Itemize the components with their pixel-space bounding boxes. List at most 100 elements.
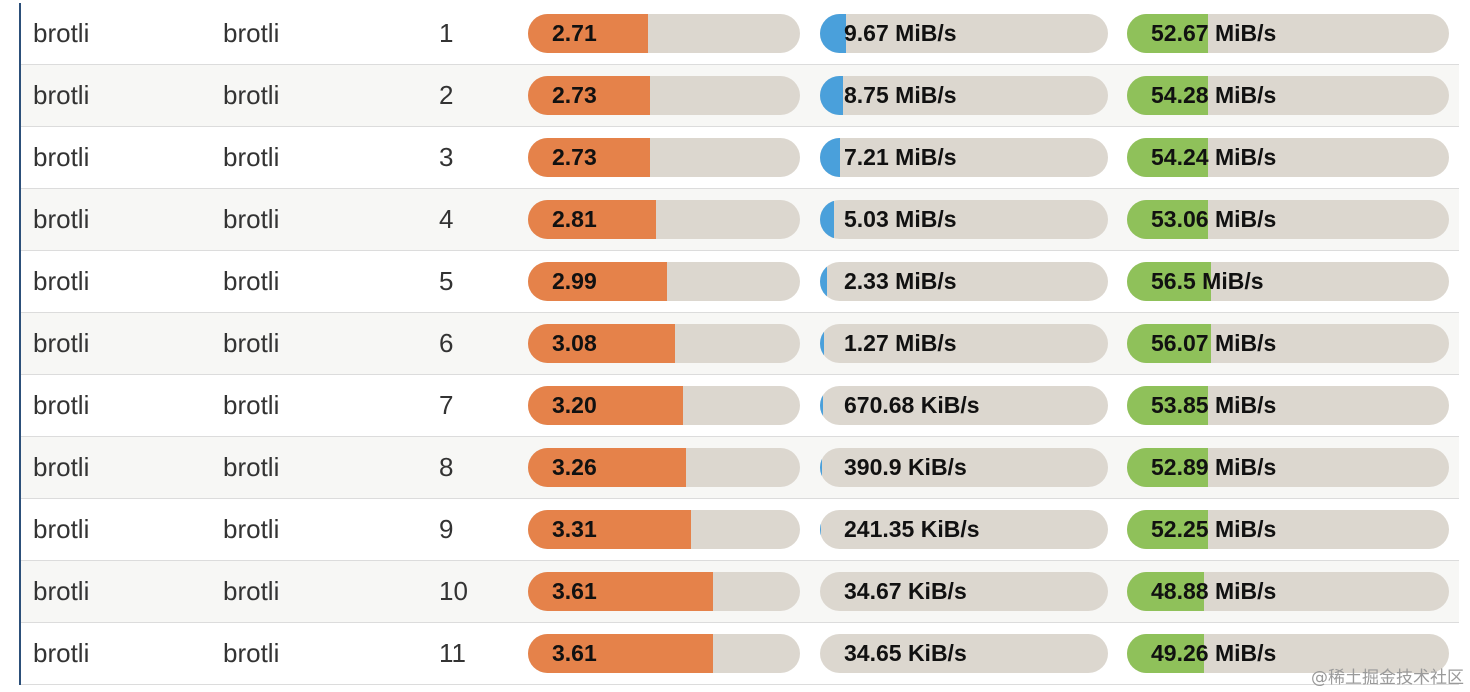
compress-speed-bar-value: 2.33 MiB/s (844, 268, 957, 294)
decompress-speed-bar-fill (1127, 634, 1205, 673)
decompress-speed-bar: 53.06 MiB/s (1127, 200, 1449, 239)
level-cell: 6 (439, 328, 454, 358)
algorithm-cell: brotli (223, 328, 280, 358)
decompress-speed-bar-value: 56.5 MiB/s (1151, 268, 1264, 294)
ratio-bar-value: 3.08 (552, 330, 597, 356)
level-cell: 3 (439, 142, 454, 172)
compress-speed-bar-value: 670.68 KiB/s (844, 392, 980, 418)
decompress-speed-bar: 54.28 MiB/s (1127, 76, 1449, 115)
ratio-bar: 2.73 (528, 138, 800, 177)
ratio-bar-value: 3.61 (552, 640, 597, 666)
decompress-speed-bar: 56.07 MiB/s (1127, 324, 1449, 363)
ratio-bar: 3.26 (528, 448, 800, 487)
library-cell: brotli (33, 328, 90, 358)
watermark: @稀土掘金技术社区 (1311, 668, 1464, 688)
compress-speed-bar-value: 8.75 MiB/s (844, 82, 957, 108)
compress-speed-bar-fill (820, 386, 823, 425)
algorithm-cell: brotli (223, 452, 280, 482)
decompress-speed-bar: 56.5 MiB/s (1127, 262, 1449, 301)
compress-speed-bar-value: 34.65 KiB/s (844, 640, 967, 666)
table-row: brotli brotli 9 3.31 241.35 KiB/s 52.25 MiB/s (21, 499, 1459, 561)
compress-speed-bar-fill (820, 448, 822, 487)
compress-speed-bar: 34.67 KiB/s (820, 572, 1108, 611)
ratio-bar-fill (528, 324, 675, 363)
table-row: brotli brotli 1 2.71 9.67 MiB/s 52.67 MiB/s (21, 3, 1459, 65)
compress-speed-bar-value: 241.35 KiB/s (844, 516, 980, 542)
compress-speed-bar: 241.35 KiB/s (820, 510, 1108, 549)
algorithm-cell: brotli (223, 390, 280, 420)
decompress-speed-bar: 48.88 MiB/s (1127, 572, 1449, 611)
table-row: brotli brotli 2 2.73 8.75 MiB/s 54.28 MiB/s (21, 65, 1459, 127)
library-cell: brotli (33, 390, 90, 420)
ratio-bar-fill (528, 448, 686, 487)
compress-speed-bar: 9.67 MiB/s (820, 14, 1108, 53)
ratio-bar: 3.20 (528, 386, 800, 425)
compress-speed-bar: 7.21 MiB/s (820, 138, 1108, 177)
compress-speed-bar: 8.75 MiB/s (820, 76, 1108, 115)
ratio-bar-fill (528, 634, 713, 673)
benchmark-table: brotli brotli 1 2.71 9.67 MiB/s 52.67 MiB/s br… (19, 3, 1459, 685)
ratio-bar-fill (528, 138, 651, 177)
level-cell: 5 (439, 266, 454, 296)
ratio-bar-value: 3.61 (552, 578, 597, 604)
decompress-speed-bar-fill (1127, 76, 1208, 115)
decompress-speed-bar-value: 52.89 MiB/s (1151, 454, 1277, 480)
compress-speed-bar-value: 5.03 MiB/s (844, 206, 957, 232)
decompress-speed-bar-value: 54.28 MiB/s (1151, 82, 1277, 108)
decompress-speed-bar-fill (1127, 200, 1208, 239)
level-cell: 10 (439, 576, 468, 606)
decompress-speed-bar: 52.25 MiB/s (1127, 510, 1449, 549)
table-row: brotli brotli 5 2.99 2.33 MiB/s 56.5 MiB/s (21, 251, 1459, 313)
library-cell: brotli (33, 514, 90, 544)
compress-speed-bar-fill (820, 76, 844, 115)
table-row: brotli brotli 10 3.61 34.67 KiB/s 48.88 MiB/s (21, 561, 1459, 623)
decompress-speed-bar-value: 52.25 MiB/s (1151, 516, 1277, 542)
library-cell: brotli (33, 638, 90, 668)
ratio-bar-value: 2.99 (552, 268, 597, 294)
ratio-bar: 3.31 (528, 510, 800, 549)
ratio-bar: 2.71 (528, 14, 800, 53)
ratio-bar-value: 2.73 (552, 144, 597, 170)
decompress-speed-bar: 52.89 MiB/s (1127, 448, 1449, 487)
algorithm-cell: brotli (223, 576, 280, 606)
table-row: brotli brotli 11 3.61 34.65 KiB/s 49.26 MiB/s (21, 623, 1459, 685)
ratio-bar-fill (528, 510, 692, 549)
decompress-speed-bar-fill (1127, 14, 1208, 53)
ratio-bar: 2.99 (528, 262, 800, 301)
decompress-speed-bar-value: 53.85 MiB/s (1151, 392, 1277, 418)
level-cell: 7 (439, 390, 454, 420)
decompress-speed-bar-fill (1127, 262, 1211, 301)
compress-speed-bar-fill (820, 324, 825, 363)
decompress-speed-bar-fill (1127, 386, 1208, 425)
compress-speed-bar: 670.68 KiB/s (820, 386, 1108, 425)
ratio-bar: 2.73 (528, 76, 800, 115)
ratio-bar: 3.61 (528, 634, 800, 673)
algorithm-cell: brotli (223, 204, 280, 234)
compress-speed-bar: 1.27 MiB/s (820, 324, 1108, 363)
decompress-speed-bar: 53.85 MiB/s (1127, 386, 1449, 425)
decompress-speed-bar-value: 53.06 MiB/s (1151, 206, 1277, 232)
compress-speed-bar-value: 390.9 KiB/s (844, 454, 967, 480)
decompress-speed-bar-fill (1127, 138, 1208, 177)
library-cell: brotli (33, 80, 90, 110)
compress-speed-bar-value: 7.21 MiB/s (844, 144, 957, 170)
decompress-speed-bar-fill (1127, 572, 1205, 611)
algorithm-cell: brotli (223, 266, 280, 296)
ratio-bar-value: 3.31 (552, 516, 597, 542)
level-cell: 4 (439, 204, 454, 234)
library-cell: brotli (33, 18, 90, 48)
compress-speed-bar: 5.03 MiB/s (820, 200, 1108, 239)
library-cell: brotli (33, 266, 90, 296)
table-row: brotli brotli 6 3.08 1.27 MiB/s 56.07 MiB/s (21, 313, 1459, 375)
compress-speed-bar-fill (820, 14, 846, 53)
table-row: brotli brotli 3 2.73 7.21 MiB/s 54.24 MiB/s (21, 127, 1459, 189)
decompress-speed-bar: 49.26 MiB/s (1127, 634, 1449, 673)
level-cell: 2 (439, 80, 454, 110)
compress-speed-bar-fill (820, 200, 835, 239)
compress-speed-bar-value: 1.27 MiB/s (844, 330, 957, 356)
decompress-speed-bar-value: 56.07 MiB/s (1151, 330, 1277, 356)
decompress-speed-bar-fill (1127, 510, 1208, 549)
level-cell: 1 (439, 18, 454, 48)
compress-speed-bar-fill (820, 138, 841, 177)
compress-speed-bar-value: 9.67 MiB/s (844, 20, 957, 46)
